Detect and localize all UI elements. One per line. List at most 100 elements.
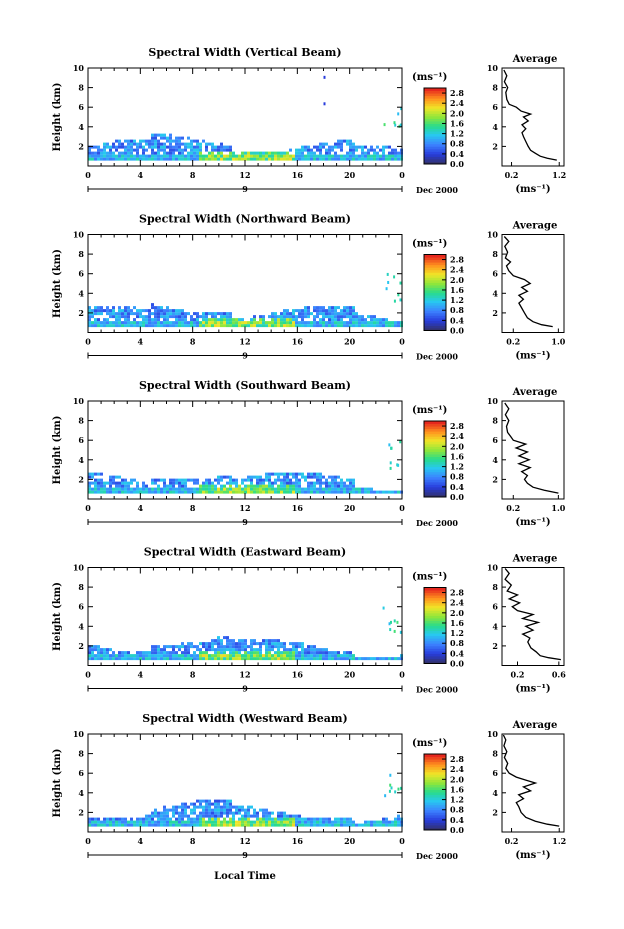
heatmap-cell: [169, 315, 172, 319]
heatmap-cell: [268, 315, 271, 319]
heatmap-cell: [292, 472, 295, 476]
colorbar-swatch: [424, 279, 446, 283]
heatmap-cell: [133, 142, 136, 146]
heatmap-cell: [184, 814, 187, 818]
heatmap-cell: [289, 472, 292, 476]
heatmap-cell: [232, 321, 235, 325]
heatmap-cell: [145, 654, 148, 658]
heatmap-cell: [187, 805, 190, 809]
heatmap-cell: [193, 312, 196, 316]
heatmap-cell: [301, 309, 304, 313]
heatmap-cells: [88, 440, 403, 494]
heatmap-cell: [103, 490, 106, 494]
heatmap-cell: [178, 657, 181, 661]
heatmap-cell: [160, 136, 163, 140]
heatmap-cell: [283, 472, 286, 476]
heatmap-cell: [130, 142, 133, 146]
heatmap-cell: [298, 321, 301, 325]
heatmap-cell: [181, 315, 184, 319]
heatmap-cell: [361, 315, 364, 319]
colorbar-swatch: [424, 802, 446, 806]
heatmap-cell: [250, 820, 253, 824]
heatmap-cell: [160, 306, 163, 310]
heatmap-cell: [88, 151, 91, 155]
heatmap-cell: [97, 312, 100, 316]
average-line: [503, 69, 557, 161]
colorbar-swatch: [424, 605, 446, 609]
heatmap-cell: [139, 157, 142, 161]
heatmap-cell: [163, 324, 166, 328]
heatmap-cell: [295, 148, 298, 152]
heatmap-cell: [262, 321, 265, 325]
colorbar-swatch: [424, 141, 446, 145]
heatmap-cell: [244, 487, 247, 491]
heatmap-cell: [181, 817, 184, 821]
heatmap-cell: [127, 312, 130, 316]
heatmap-cell: [295, 654, 298, 658]
colorbar-swatch: [424, 90, 446, 94]
heatmap-cell: [283, 490, 286, 494]
heatmap-cell: [214, 823, 217, 827]
heatmap-cell: [100, 478, 103, 482]
heatmap-cell: [244, 484, 247, 488]
heatmap-cell: [277, 490, 280, 494]
heatmap-cell: [349, 487, 352, 491]
heatmap-cell: [259, 820, 262, 824]
heatmap-cell: [379, 318, 382, 322]
heatmap-cell: [298, 817, 301, 821]
heatmap-cell: [394, 321, 397, 325]
colorbar-swatch: [424, 494, 446, 498]
colorbar-frame: [423, 753, 447, 831]
heatmap-cell: [202, 157, 205, 161]
heatmap-cell: [154, 321, 157, 325]
heatmap-cell: [271, 811, 274, 815]
heatmap-cell: [112, 490, 115, 494]
heatmap-cell: [393, 299, 396, 303]
heatmap-cell: [106, 490, 109, 494]
y-tick-label: 8: [78, 416, 84, 426]
heatmap-cell: [262, 315, 265, 319]
heatmap-cell: [223, 802, 226, 806]
heatmap-cell: [262, 657, 265, 661]
day-label: 9: [242, 517, 248, 527]
colorbar-swatch: [424, 587, 446, 591]
colorbar-tick-label: 1.2: [450, 295, 464, 305]
heatmap-cell: [373, 823, 376, 827]
heatmap-cell: [301, 472, 304, 476]
heatmap-cell: [393, 121, 396, 125]
y-tick-label: 8: [78, 83, 84, 93]
heatmap-cell: [106, 318, 109, 322]
heatmap-cell: [280, 820, 283, 824]
heatmap-cell: [184, 312, 187, 316]
heatmap-cell: [100, 321, 103, 325]
heatmap-cell: [139, 657, 142, 661]
heatmap-cell: [127, 823, 130, 827]
heatmap-cell: [148, 490, 151, 494]
heatmap-cell: [271, 490, 274, 494]
heatmap-cell: [139, 817, 142, 821]
colorbar-swatch: [424, 807, 446, 811]
heatmap-cell: [301, 657, 304, 661]
heatmap-cell: [277, 151, 280, 155]
heatmap-cell: [202, 654, 205, 658]
average-x-label: (ms⁻¹): [515, 684, 550, 695]
heatmap-cell: [202, 823, 205, 827]
heatmap-cell: [160, 309, 163, 313]
heatmap-cell: [193, 651, 196, 655]
colorbar-swatch: [424, 289, 446, 293]
heatmap-cell: [283, 154, 286, 158]
heatmap-cell: [298, 820, 301, 824]
heatmap-cell: [112, 823, 115, 827]
heatmap-cell: [220, 654, 223, 658]
heatmap-cell: [382, 657, 385, 661]
heatmap-cell: [157, 157, 160, 161]
colorbar-swatch: [424, 617, 446, 621]
heatmap-cell: [145, 157, 148, 161]
heatmap-cell: [295, 820, 298, 824]
heatmap-cell: [118, 817, 121, 821]
heatmap-cell: [178, 145, 181, 149]
heatmap-cell: [109, 151, 112, 155]
heatmap-cell: [262, 157, 265, 161]
heatmap-cell: [181, 651, 184, 655]
colorbar-swatch: [424, 443, 446, 447]
